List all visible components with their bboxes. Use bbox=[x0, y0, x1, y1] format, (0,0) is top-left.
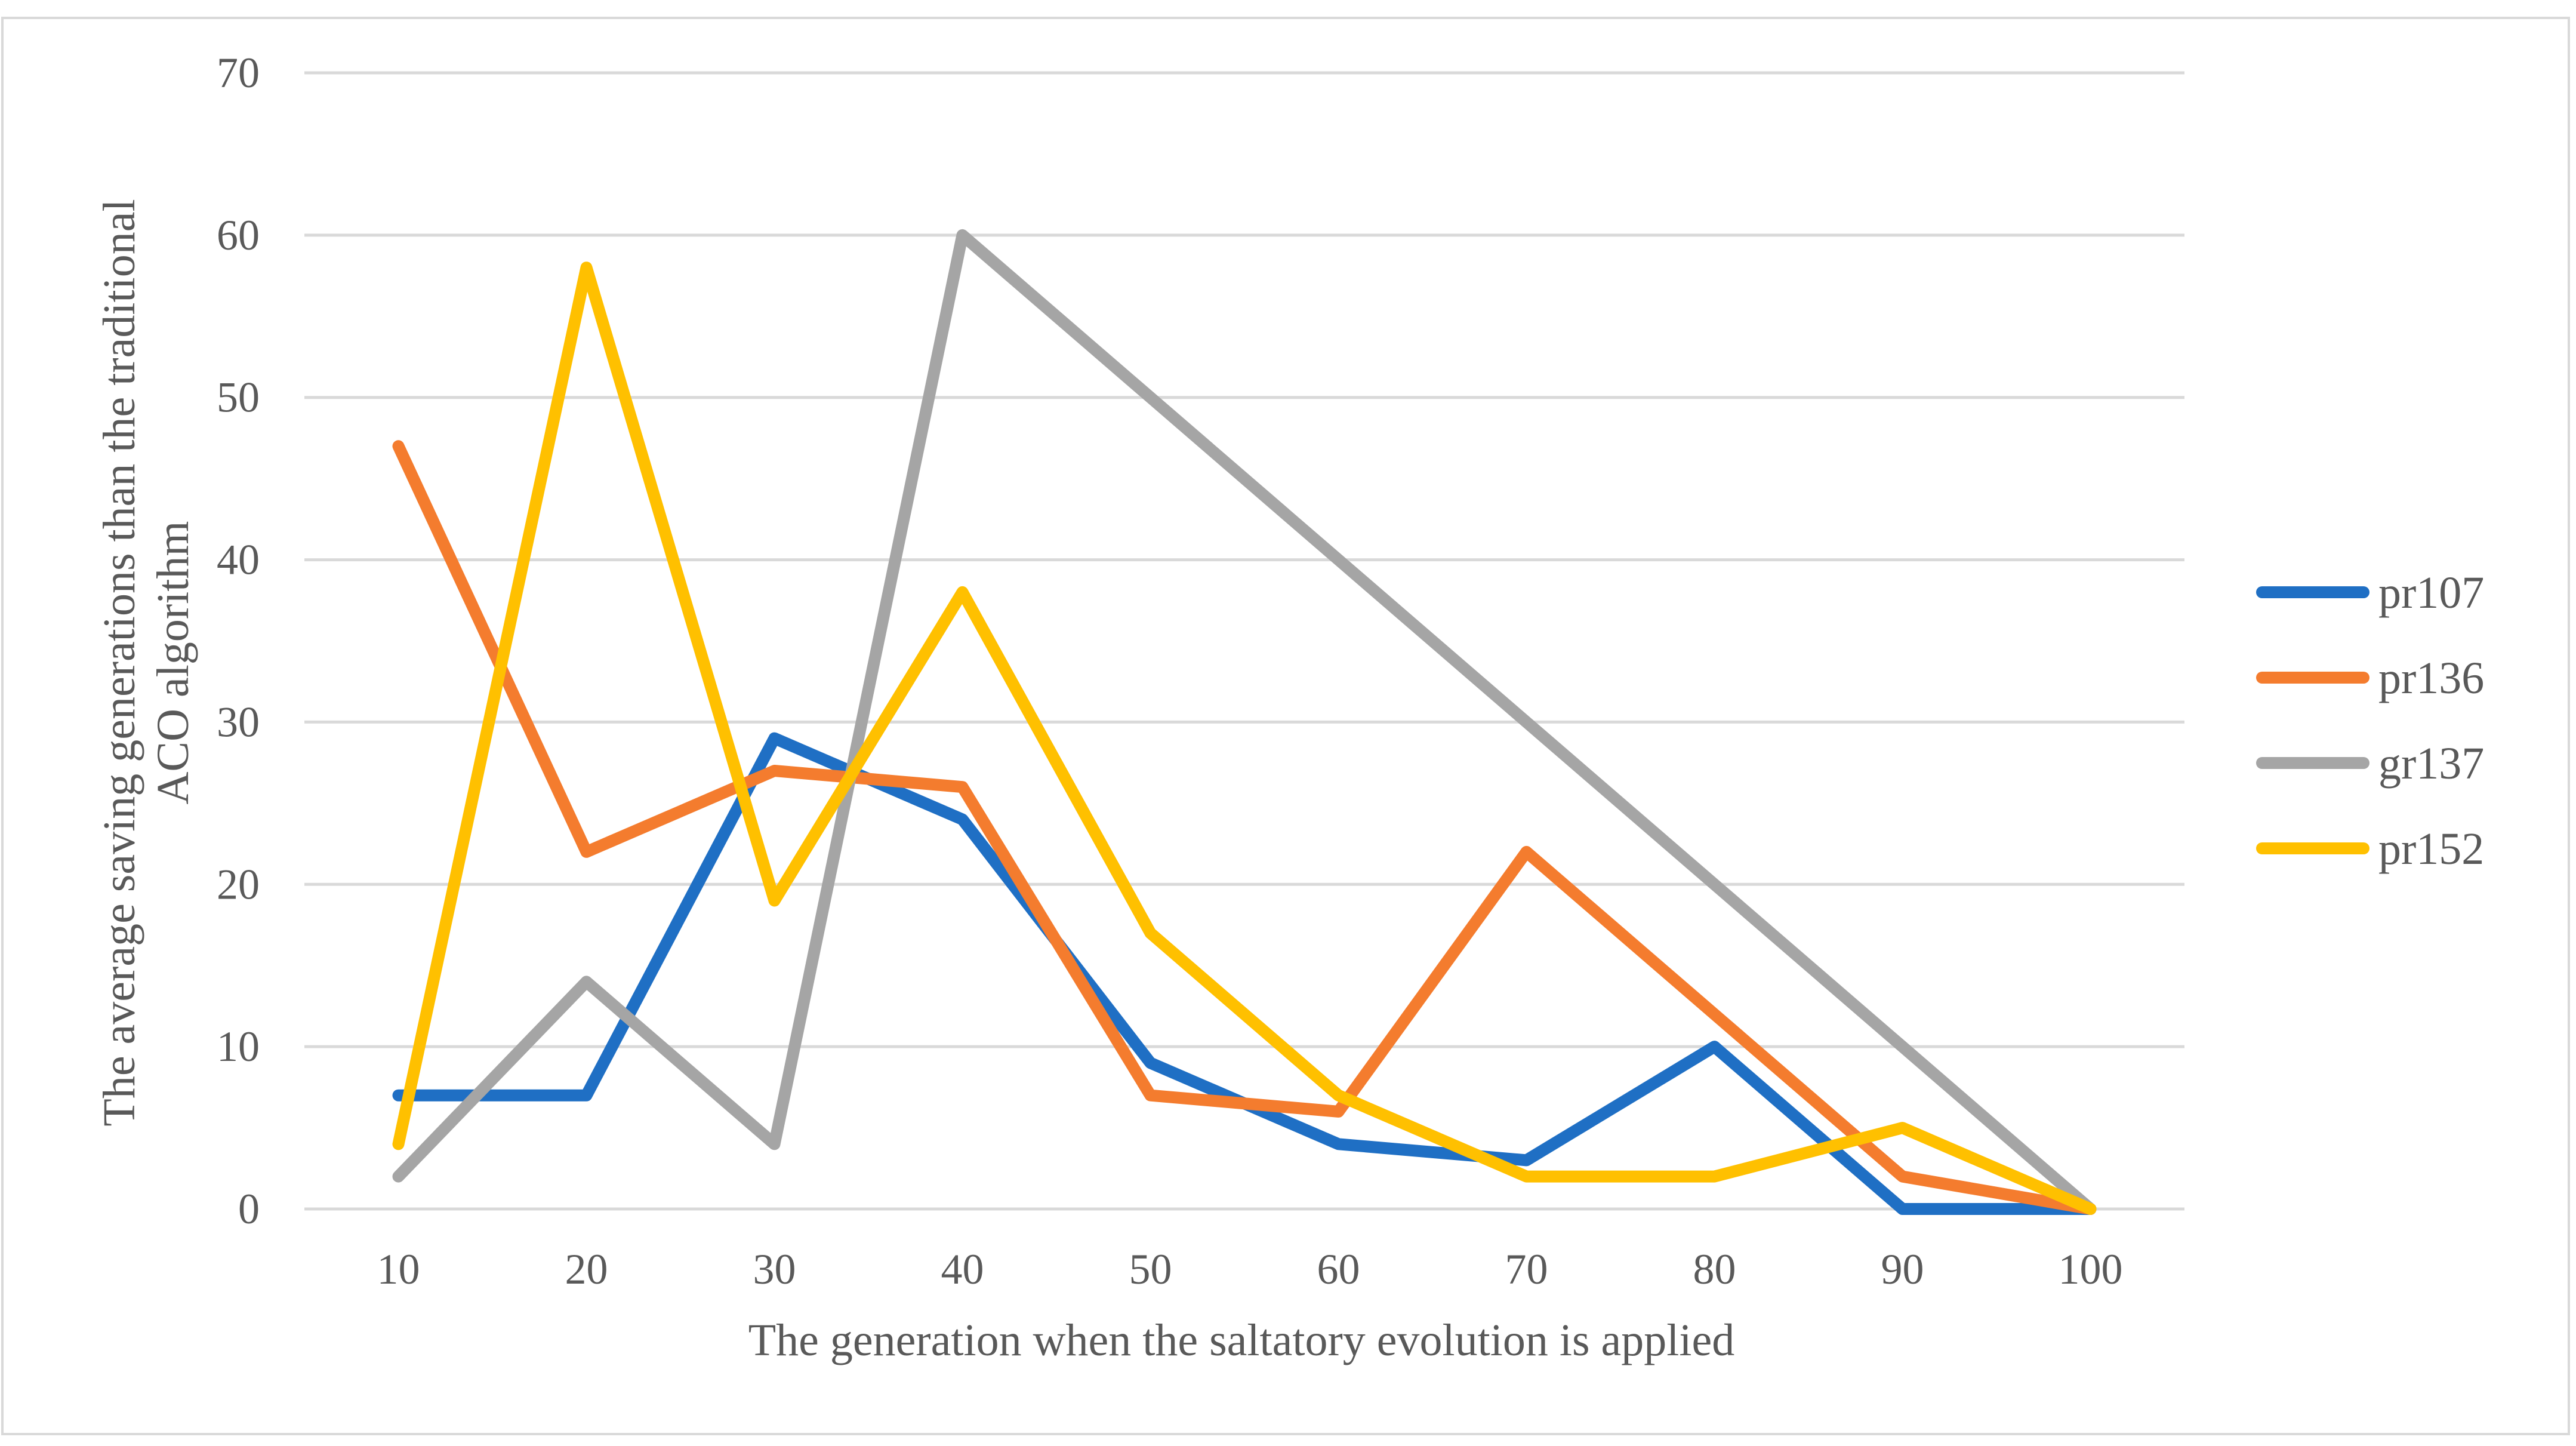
x-tick-label: 100 bbox=[2059, 1245, 2123, 1293]
legend-label-pr107: pr107 bbox=[2378, 568, 2484, 618]
y-tick-label: 50 bbox=[217, 374, 260, 422]
x-tick-label: 20 bbox=[565, 1245, 608, 1293]
series-line-gr137 bbox=[392, 229, 2097, 1215]
legend: pr107 pr136 gr137 pr152 bbox=[2256, 568, 2484, 874]
x-tick-label: 80 bbox=[1693, 1245, 1736, 1293]
series-line-pr136 bbox=[392, 440, 2097, 1215]
x-axis-ticks: 10 20 30 40 50 60 70 80 90 100 bbox=[377, 1245, 2123, 1293]
y-tick-label: 30 bbox=[217, 698, 260, 746]
y-axis-title: The average saving generations than the … bbox=[94, 199, 198, 1126]
y-tick-label: 0 bbox=[238, 1185, 260, 1233]
chart-frame bbox=[1, 17, 2570, 1435]
x-tick-label: 10 bbox=[377, 1245, 420, 1293]
y-axis-title-line-1: The average saving generations than the … bbox=[94, 199, 144, 1126]
y-axis-title-line-2: ACO algorithm bbox=[148, 521, 198, 805]
y-axis-ticks: 0 10 20 30 40 50 60 70 bbox=[217, 49, 260, 1233]
legend-label-gr137: gr137 bbox=[2378, 739, 2484, 789]
x-tick-label: 60 bbox=[1317, 1245, 1360, 1293]
x-tick-label: 90 bbox=[1881, 1245, 1924, 1293]
y-tick-label: 70 bbox=[217, 49, 260, 97]
y-tick-label: 40 bbox=[217, 536, 260, 584]
y-tick-label: 10 bbox=[217, 1023, 260, 1070]
x-tick-label: 30 bbox=[753, 1245, 796, 1293]
x-tick-label: 70 bbox=[1505, 1245, 1548, 1293]
legend-label-pr152: pr152 bbox=[2378, 824, 2484, 874]
series-line-pr152 bbox=[392, 261, 2097, 1215]
y-tick-label: 60 bbox=[217, 211, 260, 259]
series-lines bbox=[392, 229, 2097, 1215]
x-tick-label: 40 bbox=[941, 1245, 984, 1293]
x-axis-title: The generation when the saltatory evolut… bbox=[748, 1315, 1735, 1365]
legend-label-pr136: pr136 bbox=[2378, 653, 2484, 703]
y-tick-label: 20 bbox=[217, 860, 260, 908]
x-tick-label: 50 bbox=[1129, 1245, 1172, 1293]
